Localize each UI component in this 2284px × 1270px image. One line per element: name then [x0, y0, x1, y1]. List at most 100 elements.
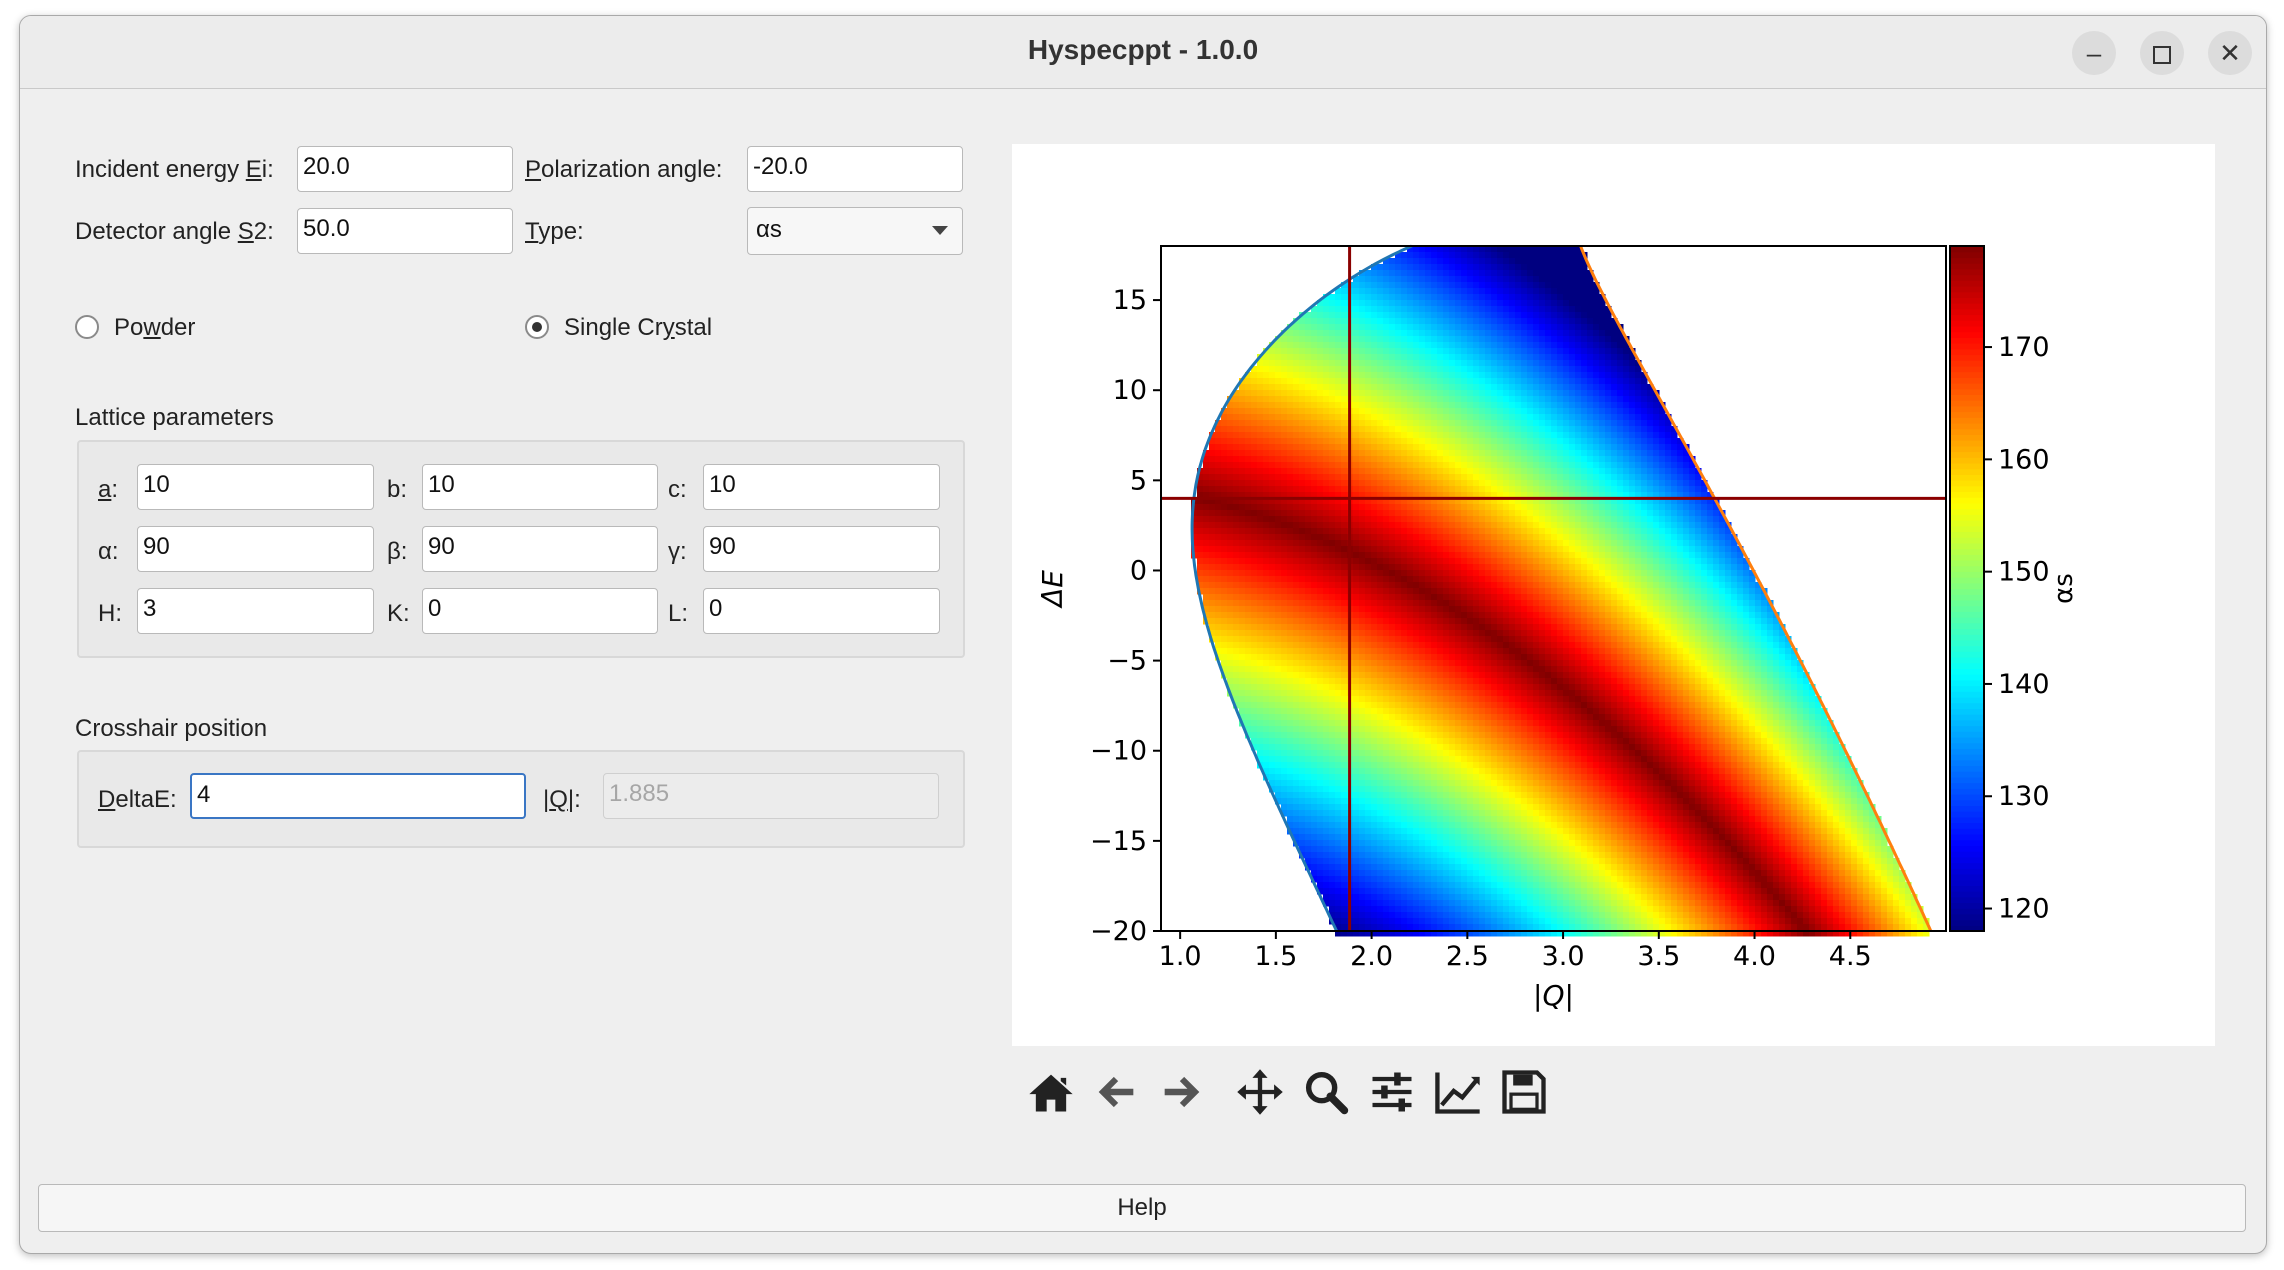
heatmap-cell: [1257, 720, 1264, 727]
heatmap-cell: [1437, 774, 1444, 781]
heatmap-cell: [1461, 930, 1468, 937]
heatmap-cell: [1257, 390, 1264, 397]
heatmap-cell: [1335, 300, 1342, 307]
heatmap-cell: [1341, 696, 1348, 703]
heatmap-cell: [1233, 426, 1240, 433]
heatmap-cell: [1407, 558, 1414, 565]
s2-input[interactable]: 50.0: [297, 208, 513, 254]
heatmap-cell: [1227, 540, 1234, 547]
powder-label[interactable]: Powder: [114, 314, 196, 341]
heatmap-cell: [1425, 624, 1432, 631]
heatmap-cell: [1209, 444, 1216, 451]
heatmap-cell: [1275, 510, 1282, 517]
heatmap-cell: [1305, 402, 1312, 409]
heatmap-cell: [1461, 786, 1468, 793]
heatmap-cell: [1305, 630, 1312, 637]
heatmap-cell: [1293, 768, 1300, 775]
heatmap-cell: [1203, 456, 1210, 463]
heatmap-cell: [1299, 624, 1306, 631]
l-input[interactable]: 0: [703, 588, 940, 634]
heatmap-cell: [1491, 804, 1498, 811]
heatmap-cell: [1503, 528, 1510, 535]
heatmap-cell: [1359, 624, 1366, 631]
heatmap-cell: [1275, 780, 1282, 787]
a-input[interactable]: 10: [137, 464, 374, 510]
single-crystal-radio[interactable]: [525, 315, 549, 339]
heatmap-cell: [1335, 294, 1342, 301]
heatmap-cell: [1479, 654, 1486, 661]
c-input[interactable]: 10: [703, 464, 940, 510]
heatmap-cell: [1257, 738, 1264, 745]
heatmap-cell: [1371, 738, 1378, 745]
heatmap-cell: [1311, 660, 1318, 667]
heatmap-cell: [1497, 582, 1504, 589]
heatmap-cell: [1311, 792, 1318, 799]
single-crystal-label[interactable]: Single Crystal: [564, 314, 713, 341]
heatmap-cell: [1413, 756, 1420, 763]
minimize-button[interactable]: –: [2072, 31, 2116, 75]
heatmap-cell: [1263, 588, 1270, 595]
heatmap-cell: [1353, 888, 1360, 895]
heatmap-cell: [1509, 378, 1516, 385]
heatmap-cell: [1311, 348, 1318, 355]
heatmap-cell: [1497, 906, 1504, 913]
heatmap-cell: [1335, 636, 1342, 643]
heatmap-cell: [1425, 678, 1432, 685]
heatmap-cell: [1491, 288, 1498, 295]
heatmap-cell: [1413, 618, 1420, 625]
heatmap-cell: [1383, 696, 1390, 703]
close-button[interactable]: ✕: [2208, 31, 2252, 75]
heatmap-cell: [1461, 330, 1468, 337]
heatmap-cell: [1245, 696, 1252, 703]
plot-canvas[interactable]: 1.0 1.5 2.0 2.5 3.0 3.5 4.0 4.5 15 10 5 0 −5 −10 −15 −2…: [1012, 144, 2215, 1046]
heatmap-cell: [1293, 528, 1300, 535]
heatmap-cell: [1443, 792, 1450, 799]
k-input[interactable]: 0: [422, 588, 658, 634]
heatmap-cell: [1251, 492, 1258, 499]
heatmap-cell: [1413, 258, 1420, 265]
alpha-s-heatmap[interactable]: 1.0 1.5 2.0 2.5 3.0 3.5 4.0 4.5151050−5−10−15−2…: [1012, 144, 2215, 1046]
heatmap-cell: [1383, 270, 1390, 277]
heatmap-cell: [1479, 678, 1486, 685]
heatmap-cell: [1479, 396, 1486, 403]
heatmap-cell: [1413, 642, 1420, 649]
h-input[interactable]: 3: [137, 588, 374, 634]
heatmap-cell: [1395, 558, 1402, 565]
ei-input[interactable]: 20.0: [297, 146, 513, 192]
heatmap-cell: [1287, 360, 1294, 367]
heatmap-cell: [1323, 492, 1330, 499]
alpha-input[interactable]: 90: [137, 526, 374, 572]
beta-input[interactable]: 90: [422, 526, 658, 572]
type-select[interactable]: αs: [747, 207, 963, 255]
heatmap-cell: [1431, 276, 1438, 283]
heatmap-cell: [1323, 360, 1330, 367]
heatmap-cell: [1281, 678, 1288, 685]
heatmap-cell: [1437, 438, 1444, 445]
heatmap-cell: [1257, 600, 1264, 607]
heatmap-cell: [1281, 432, 1288, 439]
heatmap-cell: [1479, 570, 1486, 577]
heatmap-cell: [1353, 564, 1360, 571]
powder-radio[interactable]: [75, 315, 99, 339]
heatmap-cell: [1497, 636, 1504, 643]
heatmap-cell: [1311, 318, 1318, 325]
deltae-input[interactable]: 4: [190, 773, 526, 819]
polarization-input[interactable]: -20.0: [747, 146, 963, 192]
b-input[interactable]: 10: [422, 464, 658, 510]
heatmap-cell: [1455, 318, 1462, 325]
heatmap-cell: [1335, 606, 1342, 613]
heatmap-cell: [1485, 378, 1492, 385]
heatmap-cell: [1413, 786, 1420, 793]
heatmap-cell: [1353, 480, 1360, 487]
heatmap-cell: [1281, 534, 1288, 541]
heatmap-cell: [1443, 840, 1450, 847]
maximize-button[interactable]: [2140, 31, 2184, 75]
heatmap-cell: [1455, 396, 1462, 403]
heatmap-cell: [1455, 336, 1462, 343]
gamma-input[interactable]: 90: [703, 526, 940, 572]
heatmap-cell: [1485, 588, 1492, 595]
heatmap-cell: [1389, 390, 1396, 397]
heatmap-cell: [1377, 774, 1384, 781]
heatmap-cell: [1287, 720, 1294, 727]
heatmap-cell: [1227, 414, 1234, 421]
